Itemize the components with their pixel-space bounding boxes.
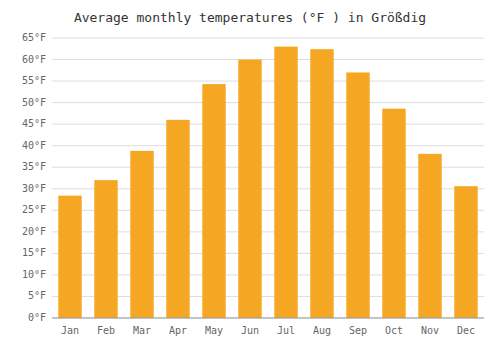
- y-tick-label: 40°F: [22, 140, 46, 151]
- y-tick-label: 10°F: [22, 269, 46, 280]
- x-axis-line: [52, 318, 484, 319]
- grid-line: [52, 318, 484, 319]
- x-tick-label: Jan: [61, 325, 79, 336]
- bars: [58, 47, 477, 318]
- y-tick-label: 15°F: [22, 247, 46, 258]
- y-tick-label: 5°F: [28, 290, 46, 301]
- y-tick-label: 20°F: [22, 226, 46, 237]
- bar: [94, 180, 117, 318]
- y-tick-label: 35°F: [22, 161, 46, 172]
- x-tick-label: Mar: [133, 325, 151, 336]
- bar: [238, 60, 261, 318]
- x-tick-label: May: [205, 325, 223, 336]
- y-tick-labels: 0°F 5°F 10°F 15°F 20°F 25°F 30°F 35°F 40°F 45°F 50…: [22, 32, 46, 323]
- bar: [166, 120, 189, 318]
- grid-line: [52, 81, 484, 82]
- y-tick-label: 65°F: [22, 32, 46, 43]
- bar: [310, 49, 333, 318]
- x-tick-label: Jul: [277, 325, 295, 336]
- y-tick-label: 45°F: [22, 118, 46, 129]
- y-tick-label: 25°F: [22, 204, 46, 215]
- chart-svg: Average monthly temperatures (°F ) in Gr…: [0, 0, 500, 350]
- bar: [58, 196, 81, 318]
- bar: [346, 72, 369, 318]
- x-tick-labels: Jan Feb Mar Apr May Jun Jul Aug Sep Oct Nov Dec: [61, 325, 475, 336]
- grid-line: [52, 59, 484, 60]
- bar: [454, 186, 477, 318]
- x-tick-label: Feb: [97, 325, 115, 336]
- bar: [274, 47, 297, 318]
- y-tick-label: 50°F: [22, 97, 46, 108]
- y-tick-label: 55°F: [22, 75, 46, 86]
- chart-title: Average monthly temperatures (°F ) in Gr…: [74, 10, 426, 25]
- bar: [202, 84, 225, 318]
- grid-line: [52, 38, 484, 39]
- grid-line: [52, 102, 484, 103]
- grid-line: [52, 124, 484, 125]
- x-tick-label: Nov: [421, 325, 439, 336]
- bar: [382, 109, 405, 318]
- grid-line: [52, 145, 484, 146]
- x-tick-label: Aug: [313, 325, 331, 336]
- background: [0, 0, 500, 350]
- x-tick-label: Apr: [169, 325, 187, 336]
- bar: [418, 154, 441, 318]
- y-tick-label: 30°F: [22, 183, 46, 194]
- bar: [130, 151, 153, 318]
- chart-container: Average monthly temperatures (°F ) in Gr…: [0, 0, 500, 350]
- x-tick-label: Dec: [457, 325, 475, 336]
- y-grid: [52, 38, 484, 318]
- x-tick-label: Jun: [241, 325, 259, 336]
- y-tick-label: 60°F: [22, 54, 46, 65]
- y-tick-label: 0°F: [28, 312, 46, 323]
- x-tick-label: Oct: [385, 325, 403, 336]
- x-tick-label: Sep: [349, 325, 367, 336]
